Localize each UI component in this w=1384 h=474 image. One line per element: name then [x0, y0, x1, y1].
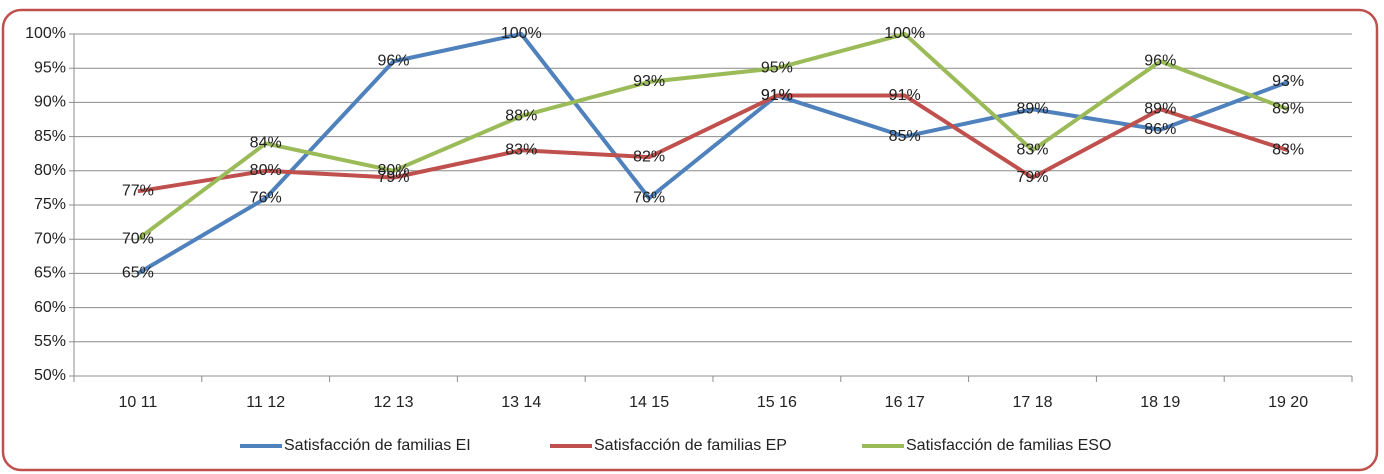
data-label: 80%	[377, 162, 409, 179]
data-label: 89%	[1144, 100, 1176, 117]
data-label: 100%	[501, 25, 542, 42]
chart-frame	[1, 8, 1379, 472]
data-label: 91%	[761, 87, 793, 104]
data-label: 93%	[633, 73, 665, 90]
y-tick-label: 70%	[34, 230, 66, 247]
x-tick-label: 12 13	[373, 394, 413, 411]
legend-label: Satisfacción de familias EI	[284, 437, 471, 454]
data-label: 91%	[889, 87, 921, 104]
x-tick-label: 15 16	[757, 394, 797, 411]
data-label: 79%	[377, 169, 409, 186]
data-label: 84%	[250, 135, 282, 152]
series-line	[137, 93, 1289, 194]
x-tick-label: 14 15	[629, 394, 669, 411]
x-tick-label: 17 18	[1012, 394, 1052, 411]
data-label: 83%	[1016, 141, 1048, 158]
data-label: 89%	[1016, 100, 1048, 117]
data-label: 79%	[1016, 169, 1048, 186]
y-tick-label: 90%	[34, 94, 66, 111]
data-label: 76%	[250, 189, 282, 206]
x-tick-label: 18 19	[1140, 394, 1180, 411]
y-tick-label: 100%	[25, 25, 66, 42]
y-tick-label: 95%	[34, 59, 66, 76]
y-tick-label: 65%	[34, 265, 66, 282]
legend-label: Satisfacción de familias ESO	[906, 437, 1111, 454]
y-tick-label: 50%	[34, 367, 66, 384]
legend-label: Satisfacción de familias EP	[594, 437, 787, 454]
data-label: 83%	[505, 141, 537, 158]
y-tick-label: 80%	[34, 162, 66, 179]
data-label: 93%	[1272, 73, 1304, 90]
x-tick-label: 19 20	[1268, 394, 1308, 411]
series-line	[136, 32, 1289, 276]
x-tick-label: 11 12	[246, 394, 285, 411]
y-tick-label: 75%	[34, 196, 66, 213]
x-tick-label: 13 14	[501, 394, 541, 411]
y-tick-label: 85%	[34, 128, 66, 145]
data-label: 100%	[884, 25, 925, 42]
data-label: 83%	[1272, 141, 1304, 158]
data-label: 89%	[1272, 100, 1304, 117]
data-label: 82%	[633, 148, 665, 165]
x-tick-label: 16 17	[885, 394, 925, 411]
data-label: 96%	[377, 53, 409, 70]
data-label: 96%	[1144, 53, 1176, 70]
data-label: 80%	[250, 162, 282, 179]
data-label: 95%	[761, 59, 793, 76]
data-label: 65%	[122, 265, 154, 282]
data-label: 86%	[1144, 121, 1176, 138]
data-label: 88%	[505, 107, 537, 124]
x-tick-label: 10 11	[118, 394, 157, 411]
y-tick-label: 55%	[34, 333, 66, 350]
data-label: 70%	[122, 230, 154, 247]
data-label: 77%	[122, 183, 154, 200]
data-label: 76%	[633, 189, 665, 206]
data-label: 91%	[761, 87, 793, 104]
series-line	[136, 32, 1289, 241]
y-tick-label: 60%	[34, 299, 66, 316]
data-label: 85%	[889, 128, 921, 145]
